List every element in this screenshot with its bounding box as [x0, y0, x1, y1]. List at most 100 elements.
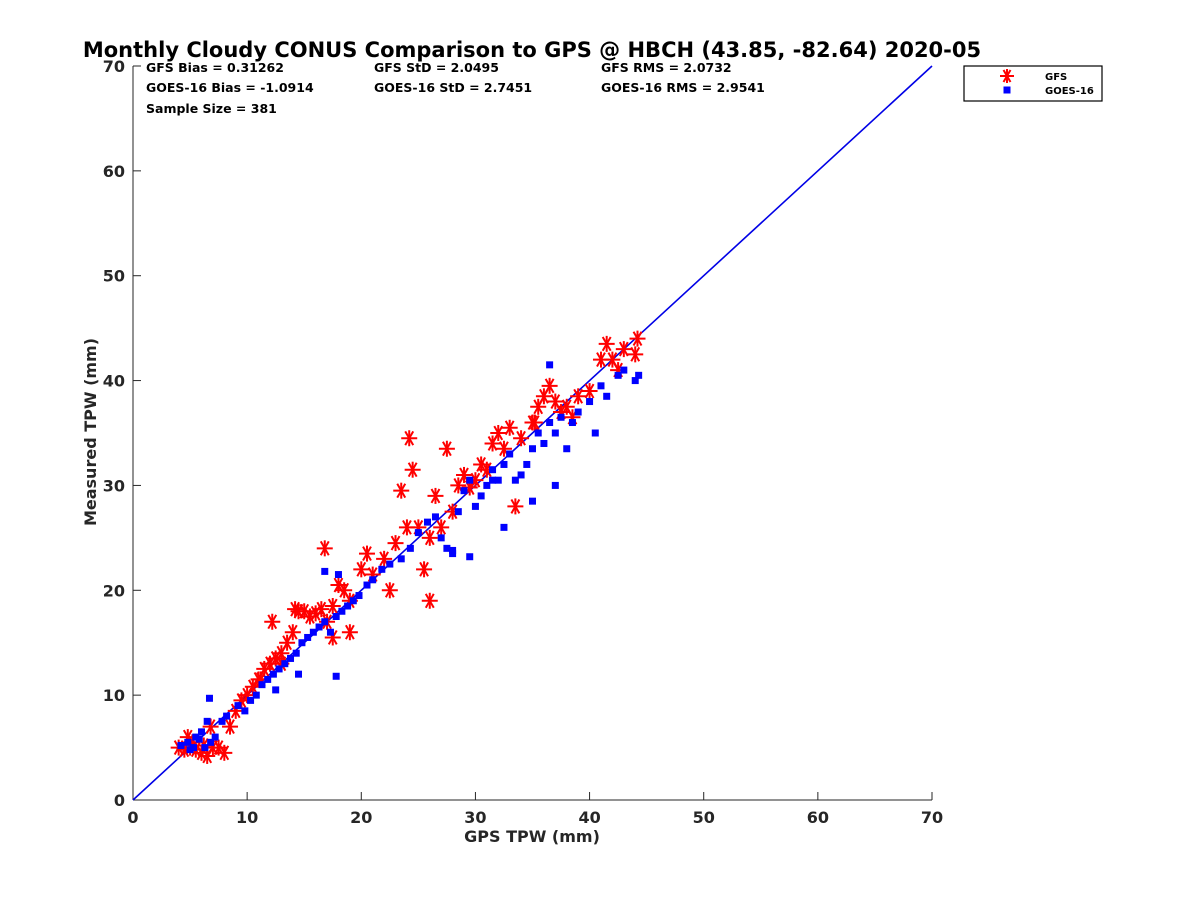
goes16-point [406, 544, 414, 552]
goes16-point [349, 597, 357, 605]
goes16-point [223, 712, 231, 720]
goes16-point [586, 398, 594, 406]
data-points [170, 330, 646, 764]
goes16-point [529, 497, 536, 505]
goes16-point [203, 717, 211, 725]
x-tick-label: 50 [693, 808, 715, 827]
goes16-point [517, 471, 525, 479]
goes16-point [568, 419, 576, 427]
gfs-point [615, 341, 632, 358]
goes16-point [397, 555, 405, 563]
goes16-point [355, 592, 363, 600]
gfs-point [581, 383, 598, 400]
series-gfs [170, 330, 646, 764]
goes16-point [218, 717, 226, 725]
y-axis-label: Measured TPW (mm) [81, 338, 100, 526]
gfs-point [313, 601, 330, 618]
goes16-point [201, 744, 209, 752]
goes16-point [557, 413, 565, 421]
y-tick-label: 20 [103, 581, 125, 600]
goes16-point [449, 546, 457, 554]
x-tick-label: 0 [127, 808, 138, 827]
gfs-point [530, 398, 547, 415]
goes16-point [177, 741, 185, 749]
gfs-point [421, 529, 438, 546]
goes16-point [591, 429, 599, 437]
goes16-point [454, 508, 462, 516]
gfs-point [287, 601, 304, 618]
goes16-point [272, 686, 280, 694]
goes16-point [534, 429, 542, 437]
gfs-point [216, 744, 233, 761]
goes16-point [635, 371, 643, 379]
gfs-point [513, 430, 530, 447]
goes16-point [511, 476, 519, 484]
gfs-point [421, 592, 438, 609]
stat-text: Sample Size = 381 [146, 101, 277, 116]
stat-text: GFS RMS = 2.0732 [601, 60, 732, 75]
legend-box [963, 65, 1103, 102]
goes16-point [298, 639, 306, 647]
goes16-point [546, 361, 554, 369]
goes16-point [281, 660, 289, 668]
goes16-point [466, 553, 474, 561]
gfs-point [284, 624, 301, 641]
goes16-point [471, 502, 479, 510]
goes16-point [184, 738, 192, 746]
goes16-point [477, 492, 485, 500]
gfs-point [264, 613, 281, 630]
gfs-point [438, 440, 455, 457]
goes16-point [192, 733, 200, 741]
series-goes-16 [177, 361, 643, 754]
gfs-point [629, 330, 646, 347]
goes16-point [334, 571, 342, 579]
gfs-point [393, 482, 410, 499]
x-tick-label: 60 [807, 808, 829, 827]
goes16-point [315, 623, 323, 631]
y-tick-label: 50 [103, 267, 125, 286]
gfs-point [398, 519, 415, 536]
x-tick-label: 40 [578, 808, 600, 827]
goes16-point [483, 481, 491, 489]
goes16-point [186, 746, 194, 754]
gfs-point [433, 519, 450, 536]
x-tick-label: 30 [464, 808, 486, 827]
goes16-point [309, 628, 317, 636]
y-tick-label: 40 [103, 372, 125, 391]
goes16-point [500, 460, 508, 468]
goes16-point [540, 439, 548, 447]
gfs-point [501, 419, 518, 436]
goes16-point [241, 707, 249, 715]
legend-label: GOES-16 [1045, 86, 1094, 97]
goes16-point [423, 518, 431, 526]
gfs-point [416, 561, 433, 578]
gfs-point [507, 498, 524, 515]
goes16-point [369, 576, 377, 584]
gfs-point [490, 425, 507, 441]
goes16-point [295, 670, 303, 678]
gfs-point [427, 487, 444, 504]
x-tick-label: 70 [921, 808, 943, 827]
goes16-point [460, 487, 468, 495]
goes16-point [321, 567, 329, 575]
goes16-point [500, 523, 508, 531]
x-tick-label: 20 [350, 808, 372, 827]
goes16-point [437, 534, 445, 542]
stat-text: GOES-16 Bias = -1.0914 [146, 80, 314, 95]
y-tick-label: 10 [103, 686, 125, 705]
gfs-point [358, 545, 375, 562]
stat-text: GOES-16 RMS = 2.9541 [601, 80, 765, 95]
gfs-point [401, 430, 418, 447]
gfs-point [222, 718, 239, 735]
goes16-point [211, 733, 219, 741]
goes16-point [378, 565, 386, 573]
goes16-point [603, 392, 611, 400]
goes16-point [631, 377, 639, 385]
y-tick-label: 60 [103, 162, 125, 181]
goes16-point [506, 450, 514, 458]
goes16-point [414, 529, 422, 537]
goes16-point [523, 460, 531, 468]
stat-text: GOES-16 StD = 2.7451 [374, 80, 532, 95]
goes16-point [443, 544, 451, 552]
gfs-point [627, 346, 644, 363]
